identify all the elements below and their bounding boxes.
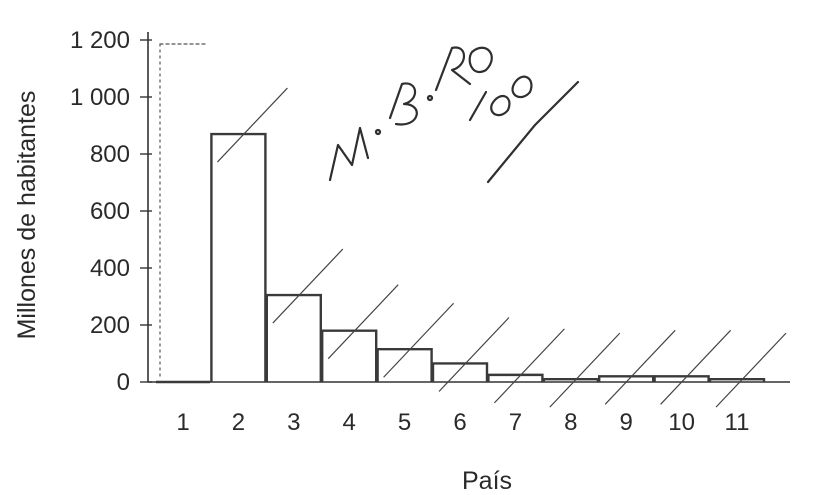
hatch-mark xyxy=(493,328,565,404)
x-tick-label: 1 xyxy=(176,409,189,436)
hatch-mark xyxy=(604,329,676,405)
pencil-hatch-marks xyxy=(216,87,787,408)
y-tick-label: 200 xyxy=(90,312,130,339)
bar xyxy=(210,132,267,382)
x-axis-label: País xyxy=(462,467,512,495)
grid-guide-scribbles xyxy=(159,43,209,381)
handwritten-signature xyxy=(328,46,580,184)
y-tick-label: 800 xyxy=(90,141,130,168)
x-tick-label: 8 xyxy=(564,409,577,436)
hatch-mark xyxy=(383,302,455,378)
hatch-mark xyxy=(438,317,510,392)
x-tick-label: 6 xyxy=(453,409,466,436)
hatch-mark xyxy=(327,284,399,360)
x-tick-label: 5 xyxy=(398,409,411,436)
hatch-mark xyxy=(715,332,787,408)
bars xyxy=(156,132,766,384)
hatch-mark xyxy=(549,332,621,408)
bar xyxy=(598,375,655,382)
x-tick-label: 2 xyxy=(232,409,245,436)
y-axis: 0 200 400 600 800 1 000 1 200 xyxy=(70,27,152,396)
hatch-mark xyxy=(272,248,344,324)
bar xyxy=(265,293,322,382)
bar xyxy=(376,348,433,382)
bar xyxy=(708,377,766,382)
bar xyxy=(321,329,378,382)
bar xyxy=(653,375,710,382)
x-axis: 1 2 3 4 5 6 7 8 9 10 11 xyxy=(148,381,790,436)
hatch-mark xyxy=(216,87,288,163)
bar xyxy=(487,373,544,382)
x-tick-label: 7 xyxy=(509,409,522,436)
x-tick-label: 10 xyxy=(668,409,695,436)
y-axis-label: Millones de habitantes xyxy=(13,91,41,340)
y-tick-label: 0 xyxy=(117,369,130,396)
bar xyxy=(542,377,599,382)
y-tick-label: 1 200 xyxy=(70,27,130,54)
y-tick-label: 400 xyxy=(90,255,130,282)
x-tick-label: 3 xyxy=(287,409,300,436)
x-tick-label: 11 xyxy=(725,409,750,436)
x-tick-label: 4 xyxy=(343,409,356,436)
y-tick-label: 1 000 xyxy=(70,84,130,111)
bar xyxy=(431,362,489,382)
y-tick-label: 600 xyxy=(90,198,130,225)
x-tick-label: 9 xyxy=(620,409,633,436)
hatch-mark xyxy=(660,329,732,405)
